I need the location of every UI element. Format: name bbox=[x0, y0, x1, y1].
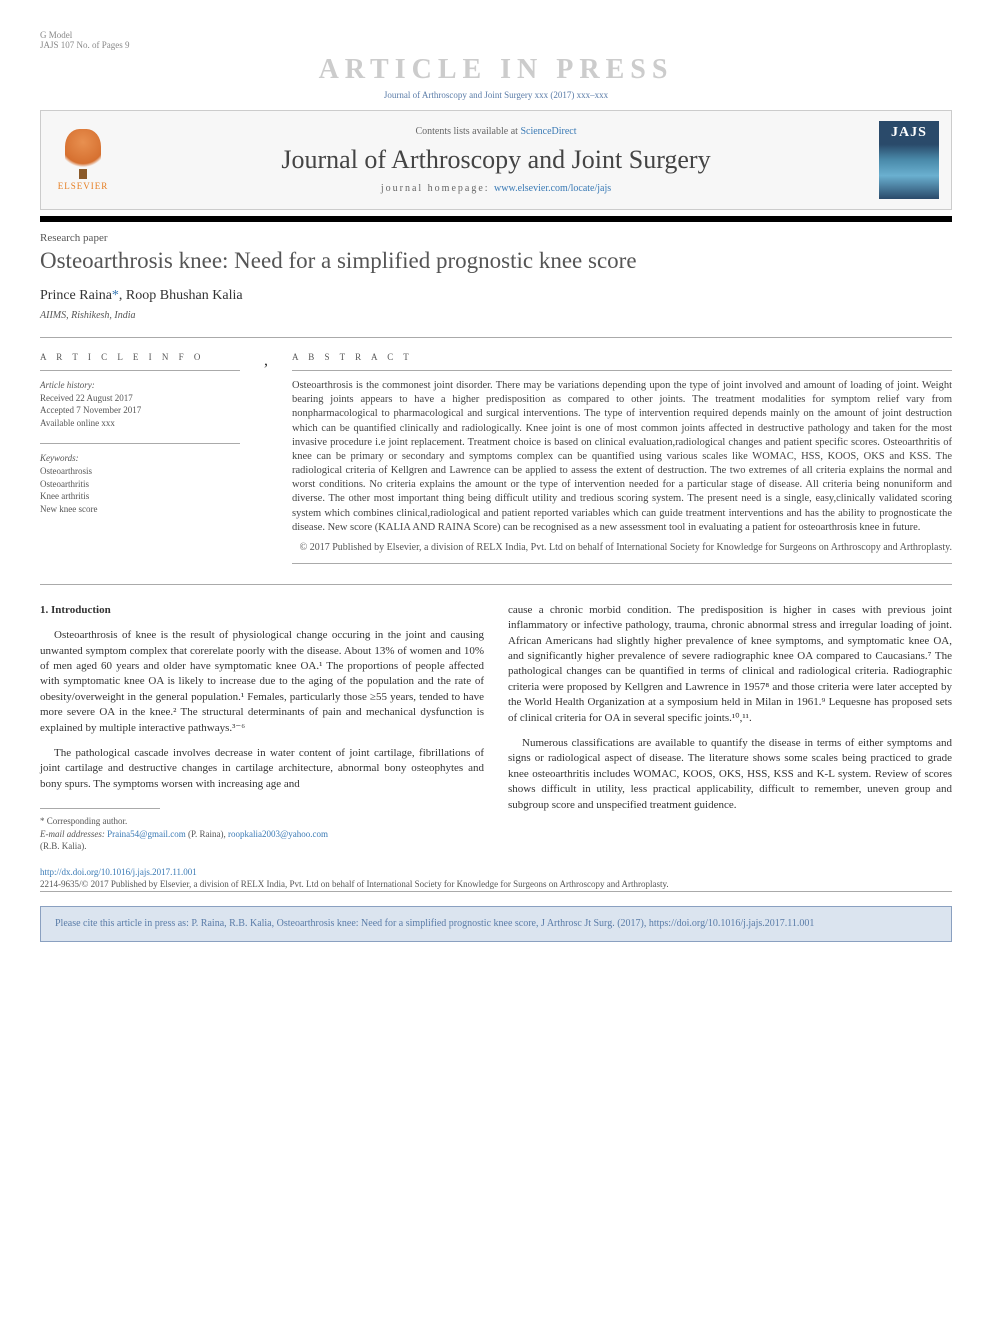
corresponding-author-star-icon: * bbox=[112, 288, 119, 303]
rule bbox=[40, 370, 240, 371]
received-date: Received 22 August 2017 bbox=[40, 392, 240, 405]
article-status-watermark: ARTICLE IN PRESS bbox=[40, 54, 952, 86]
body-paragraph: Numerous classifications are available t… bbox=[508, 736, 952, 813]
author-2: , Roop Bhushan Kalia bbox=[119, 288, 243, 303]
top-citation-line: Journal of Arthroscopy and Joint Surgery… bbox=[40, 90, 952, 100]
doi-block: http://dx.doi.org/10.1016/j.jajs.2017.11… bbox=[40, 867, 952, 877]
body-paragraph: The pathological cascade involves decrea… bbox=[40, 746, 484, 792]
affiliation: AIIMS, Rishikesh, India bbox=[40, 310, 952, 321]
keyword: Osteoarthrosis bbox=[40, 465, 240, 478]
accepted-date: Accepted 7 November 2017 bbox=[40, 404, 240, 417]
doi-link[interactable]: http://dx.doi.org/10.1016/j.jajs.2017.11… bbox=[40, 867, 197, 877]
journal-cover-thumbnail: JAJS bbox=[879, 121, 939, 199]
article-history: Article history: Received 22 August 2017… bbox=[40, 379, 240, 429]
online-date: Available online xxx bbox=[40, 417, 240, 430]
sciencedirect-link[interactable]: ScienceDirect bbox=[520, 126, 576, 137]
info-abstract-row: A R T I C L E I N F O Article history: R… bbox=[40, 352, 952, 564]
article-title: Osteoarthrosis knee: Need for a simplifi… bbox=[40, 248, 952, 274]
body-column-left: 1. Introduction Osteoarthrosis of knee i… bbox=[40, 603, 484, 853]
author-email-link[interactable]: Praina54@gmail.com bbox=[107, 829, 186, 839]
masthead-center: Contents lists available at ScienceDirec… bbox=[125, 126, 867, 194]
email-line: E-mail addresses: Praina54@gmail.com (P.… bbox=[40, 828, 484, 841]
cover-abbrev: JAJS bbox=[891, 125, 927, 141]
running-head: G Model JAJS 107 No. of Pages 9 bbox=[40, 30, 952, 50]
abstract-copyright: © 2017 Published by Elsevier, a division… bbox=[292, 541, 952, 555]
keywords-block: Keywords: Osteoarthrosis Osteoarthritis … bbox=[40, 452, 240, 515]
body-paragraph: cause a chronic morbid condition. The pr… bbox=[508, 603, 952, 726]
abstract-heading: A B S T R A C T bbox=[292, 352, 952, 362]
abstract-text: Osteoarthrosis is the commonest joint di… bbox=[292, 379, 952, 535]
body-column-right: cause a chronic morbid condition. The pr… bbox=[508, 603, 952, 853]
rule bbox=[292, 563, 952, 564]
footnote-rule bbox=[40, 808, 160, 809]
journal-homepage-link[interactable]: www.elsevier.com/locate/jajs bbox=[494, 183, 611, 194]
body-two-column: 1. Introduction Osteoarthrosis of knee i… bbox=[40, 603, 952, 853]
rule bbox=[40, 337, 952, 338]
issn-copyright-line: 2214-9635/© 2017 Published by Elsevier, … bbox=[40, 879, 952, 889]
citation-doi-link[interactable]: https://doi.org/10.1016/j.jajs.2017.11.0… bbox=[649, 918, 815, 929]
body-paragraph: Osteoarthrosis of knee is the result of … bbox=[40, 628, 484, 736]
section-divider bbox=[40, 584, 952, 585]
keyword: Osteoarthritis bbox=[40, 478, 240, 491]
author-list: Prince Raina*, Roop Bhushan Kalia bbox=[40, 288, 952, 304]
contents-available-line: Contents lists available at ScienceDirec… bbox=[125, 126, 867, 137]
author-email-link[interactable]: roopkalia2003@yahoo.com bbox=[228, 829, 328, 839]
elsevier-label: ELSEVIER bbox=[58, 181, 109, 191]
gmodel-line2: JAJS 107 No. of Pages 9 bbox=[40, 40, 952, 50]
article-info-heading: A R T I C L E I N F O bbox=[40, 352, 240, 362]
email-who-2: (R.B. Kalia). bbox=[40, 840, 484, 853]
journal-name: Journal of Arthroscopy and Joint Surgery bbox=[125, 145, 867, 175]
corr-author-label: * Corresponding author. bbox=[40, 815, 484, 828]
gmodel-line1: G Model bbox=[40, 30, 952, 40]
keyword: Knee arthritis bbox=[40, 490, 240, 503]
black-divider-bar bbox=[40, 216, 952, 222]
keyword: New knee score bbox=[40, 503, 240, 516]
rule bbox=[40, 443, 240, 444]
article-info-column: A R T I C L E I N F O Article history: R… bbox=[40, 352, 240, 564]
history-label: Article history: bbox=[40, 379, 240, 392]
elsevier-logo: ELSEVIER bbox=[53, 125, 113, 195]
abstract-column: A B S T R A C T Osteoarthrosis is the co… bbox=[292, 352, 952, 564]
article-type: Research paper bbox=[40, 232, 952, 244]
journal-homepage-line: journal homepage: www.elsevier.com/locat… bbox=[125, 183, 867, 194]
section-heading-introduction: 1. Introduction bbox=[40, 603, 484, 618]
journal-masthead: ELSEVIER Contents lists available at Sci… bbox=[40, 110, 952, 210]
elsevier-tree-icon bbox=[65, 129, 101, 173]
author-1: Prince Raina bbox=[40, 288, 112, 303]
corresponding-author-footnote: * Corresponding author. E-mail addresses… bbox=[40, 815, 484, 853]
citation-text: Please cite this article in press as: P.… bbox=[55, 918, 649, 929]
citation-box: Please cite this article in press as: P.… bbox=[40, 906, 952, 942]
rule bbox=[292, 370, 952, 371]
rule bbox=[40, 891, 952, 892]
keywords-label: Keywords: bbox=[40, 452, 240, 465]
